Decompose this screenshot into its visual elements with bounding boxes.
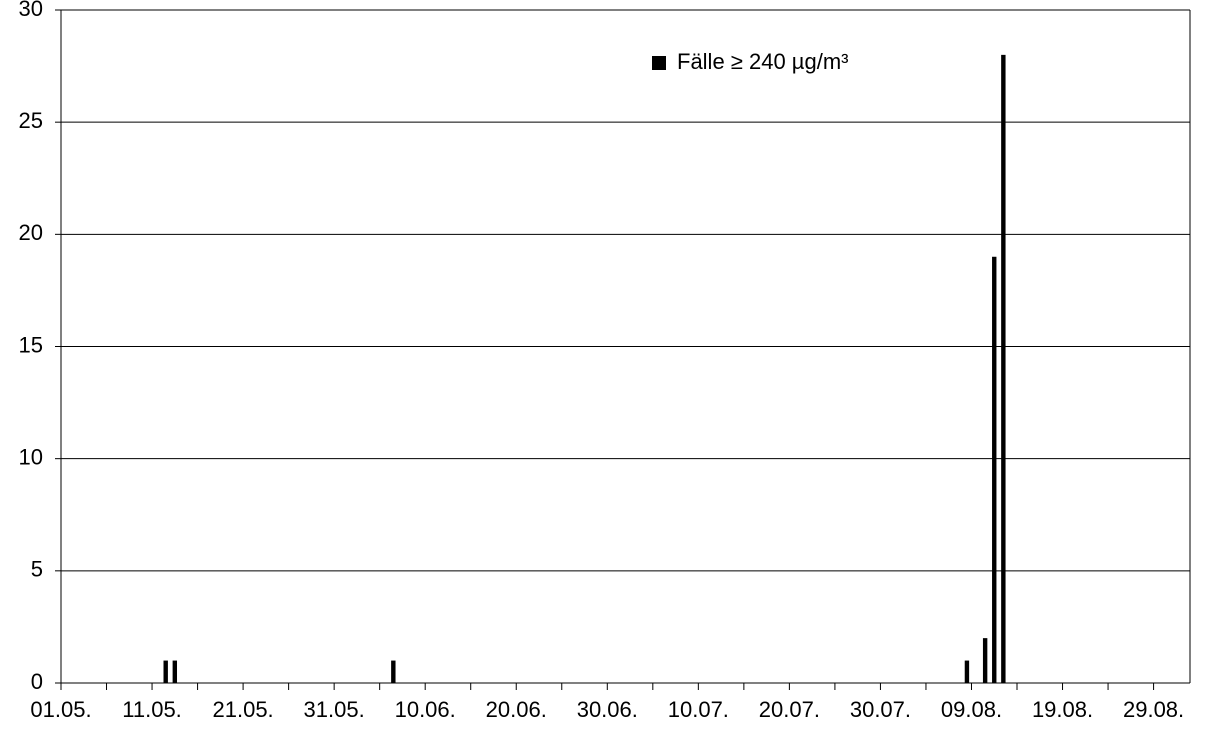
y-tick-label: 25: [19, 108, 43, 133]
legend-swatch: [652, 56, 666, 70]
x-tick-label: 30.07.: [850, 697, 911, 722]
x-tick-label: 19.08.: [1032, 697, 1093, 722]
bar: [172, 660, 178, 683]
bar: [964, 660, 970, 683]
bar: [982, 638, 988, 683]
x-tick-label: 11.05.: [122, 697, 182, 722]
x-tick-label: 21.05.: [213, 697, 274, 722]
y-tick-label: 10: [19, 444, 43, 469]
x-tick-label: 10.06.: [395, 697, 456, 722]
y-tick-label: 20: [19, 220, 43, 245]
y-tick-label: 15: [19, 332, 43, 357]
bar: [992, 256, 997, 683]
bar: [163, 660, 168, 683]
x-tick-label: 01.05.: [30, 697, 91, 722]
x-tick-label: 10.07.: [668, 697, 729, 722]
bar: [391, 660, 396, 683]
x-tick-label: 20.06.: [486, 697, 547, 722]
x-tick-label: 09.08.: [941, 697, 1002, 722]
x-tick-label: 20.07.: [759, 697, 820, 722]
y-tick-label: 5: [31, 557, 43, 582]
legend-label: Fälle ≥ 240 µg/m³: [677, 49, 848, 74]
y-tick-label: 30: [19, 0, 43, 21]
x-tick-label: 29.08.: [1123, 697, 1184, 722]
x-tick-label: 30.06.: [577, 697, 638, 722]
bar: [1001, 54, 1006, 684]
x-tick-label: 31.05.: [304, 697, 365, 722]
y-tick-label: 0: [31, 669, 43, 694]
